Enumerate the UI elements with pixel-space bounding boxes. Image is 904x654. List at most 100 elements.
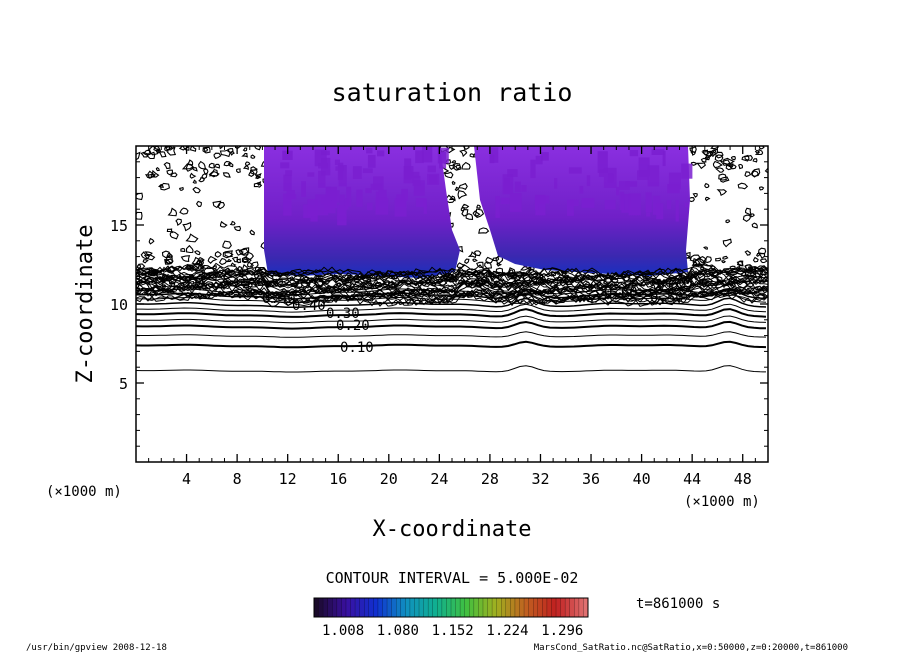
noise-blob-474 bbox=[203, 147, 209, 153]
noise-blob-229 bbox=[755, 252, 760, 257]
noise-blob-623 bbox=[757, 247, 767, 255]
purple-streak-103 bbox=[324, 200, 336, 214]
noise-blob-141 bbox=[218, 257, 228, 266]
colorbar-cell-34 bbox=[469, 598, 475, 617]
colorbar-cell-29 bbox=[446, 598, 452, 617]
noise-blob-380 bbox=[145, 173, 156, 179]
noise-blob-336 bbox=[225, 258, 233, 263]
noise-blob-430 bbox=[208, 168, 219, 178]
noise-blob-600 bbox=[714, 154, 724, 162]
purple-streak-70 bbox=[619, 180, 630, 190]
colorbar-cell-31 bbox=[455, 598, 461, 617]
purple-streak-19 bbox=[662, 151, 666, 167]
noise-blob-614 bbox=[161, 250, 171, 259]
colorbar-cell-44 bbox=[514, 598, 520, 617]
noise-blob-456 bbox=[475, 208, 485, 219]
x-tick-label-36: 36 bbox=[582, 470, 600, 488]
noise-blob-48 bbox=[166, 169, 174, 176]
contour-line-2 bbox=[136, 331, 767, 338]
footer-left: /usr/bin/gpview 2008-12-18 bbox=[26, 643, 167, 653]
purple-streak-112 bbox=[366, 148, 373, 154]
time-label: t=861000 s bbox=[636, 596, 720, 612]
x-tick-label-48: 48 bbox=[734, 470, 752, 488]
colorbar-cell-53 bbox=[556, 598, 561, 617]
purple-streak-95 bbox=[427, 165, 436, 173]
purple-streak-28 bbox=[668, 172, 681, 190]
colorbar-label-1: 1.080 bbox=[377, 623, 419, 639]
purple-streak-18 bbox=[410, 171, 420, 179]
contour-line-3 bbox=[136, 320, 767, 330]
purple-streak-74 bbox=[637, 170, 649, 180]
noise-blob-140 bbox=[233, 225, 242, 232]
noise-blob-314 bbox=[709, 148, 719, 158]
noise-blob-27 bbox=[701, 150, 713, 160]
noise-blob-421 bbox=[741, 154, 750, 162]
noise-blob-501 bbox=[163, 161, 171, 170]
noise-blob-269 bbox=[136, 151, 141, 161]
noise-blob-339 bbox=[180, 255, 191, 263]
noise-blob-433 bbox=[492, 256, 500, 262]
noise-blob-267 bbox=[689, 146, 697, 153]
noise-blob-195 bbox=[136, 211, 143, 220]
colorbar-cell-39 bbox=[492, 598, 497, 617]
contour-line-6 bbox=[136, 303, 767, 313]
colorbar-cell-43 bbox=[510, 598, 516, 617]
purple-streak-68 bbox=[352, 166, 362, 179]
noise-blob-539 bbox=[250, 166, 258, 171]
noise-blob-606 bbox=[745, 207, 752, 216]
noise-blob-158 bbox=[725, 164, 733, 171]
purple-streak-33 bbox=[337, 205, 347, 226]
noise-blob-512 bbox=[702, 255, 712, 263]
purple-streak-90 bbox=[621, 193, 631, 213]
colorbar-tick-labels: 1.008 1.080 1.152 1.224 1.296 bbox=[322, 623, 583, 639]
noise-blob-240 bbox=[744, 154, 754, 161]
noise-blob-535 bbox=[169, 230, 179, 240]
contour-interval: CONTOUR INTERVAL = 5.000E-02 bbox=[326, 569, 579, 587]
noise-blob-389 bbox=[276, 279, 284, 285]
noise-blob-14 bbox=[715, 151, 724, 159]
purple-streak-52 bbox=[288, 194, 297, 200]
noise-blob-612 bbox=[212, 200, 222, 209]
purple-streak-4 bbox=[356, 189, 363, 207]
noise-blob-100 bbox=[737, 182, 749, 190]
noise-blob-632 bbox=[148, 146, 160, 156]
noise-blob-94 bbox=[461, 161, 471, 170]
purple-streak-106 bbox=[421, 146, 433, 163]
noise-blob-249 bbox=[217, 201, 226, 210]
y-tick-label-10: 10 bbox=[110, 296, 128, 314]
noise-blob-161 bbox=[346, 274, 352, 279]
axis-ticks bbox=[136, 146, 768, 462]
purple-streak-79 bbox=[326, 186, 331, 194]
colorbar-cell-8 bbox=[350, 598, 356, 617]
colorbar-cell-30 bbox=[451, 598, 456, 617]
noise-blob-175 bbox=[704, 156, 711, 161]
purple-streak-8 bbox=[283, 174, 292, 192]
colorbar-cell-55 bbox=[565, 598, 571, 617]
purple-streak-101 bbox=[604, 200, 616, 210]
contour-label-0.50: 0.50 bbox=[262, 291, 296, 307]
noise-blob-372 bbox=[736, 260, 744, 267]
contour-label-0.10: 0.10 bbox=[340, 340, 374, 356]
noise-blob-9 bbox=[241, 152, 249, 158]
noise-blob-440 bbox=[247, 261, 254, 268]
colorbar-cell-5 bbox=[336, 598, 342, 617]
noise-blob-393 bbox=[692, 192, 698, 198]
noise-blob-494 bbox=[248, 170, 255, 178]
purple-streak-49 bbox=[554, 178, 558, 189]
noise-blob-485 bbox=[185, 163, 195, 172]
noise-blob-126 bbox=[752, 158, 758, 163]
purple-streak-60 bbox=[684, 202, 690, 207]
noise-blob-605 bbox=[764, 167, 768, 174]
contour-line-4 bbox=[136, 315, 767, 324]
purple-streak-3 bbox=[283, 193, 292, 216]
colorbar-cell-27 bbox=[437, 598, 443, 617]
noise-blob-381 bbox=[250, 154, 256, 159]
noise-blob-44 bbox=[140, 251, 151, 260]
noise-blob-270 bbox=[236, 258, 242, 264]
noise-blob-428 bbox=[202, 146, 211, 154]
colorbar-cell-1 bbox=[318, 598, 324, 617]
noise-blob-127 bbox=[737, 163, 743, 170]
purple-streak-80 bbox=[285, 170, 293, 176]
noise-blob-604 bbox=[722, 255, 729, 260]
colorbar-cell-22 bbox=[414, 598, 420, 617]
